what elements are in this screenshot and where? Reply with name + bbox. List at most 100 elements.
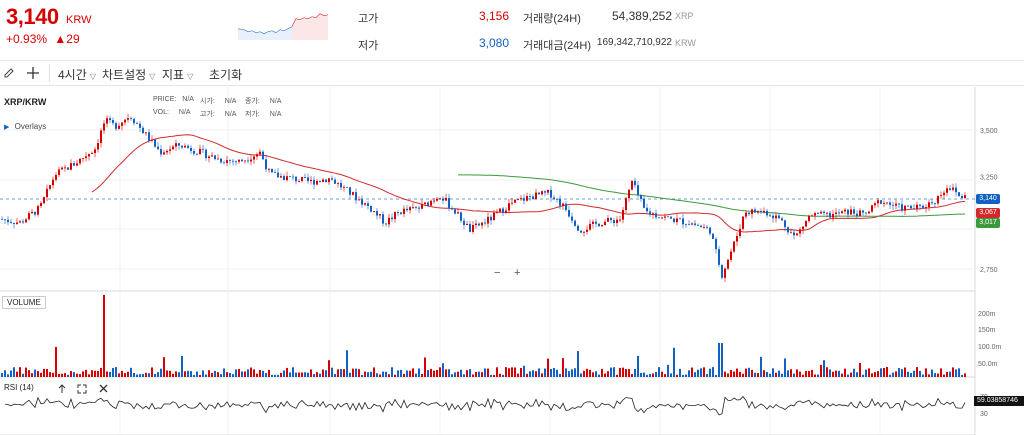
- candle-body: [13, 222, 15, 224]
- volume-bar: [910, 373, 912, 377]
- volume-bar: [193, 374, 195, 377]
- volume-bar: [217, 372, 219, 377]
- candle-body: [421, 204, 423, 209]
- candle-body: [448, 197, 450, 209]
- zoom-in-button[interactable]: +: [514, 267, 521, 279]
- volume-bar: [526, 373, 528, 377]
- volume-bar: [169, 370, 171, 377]
- candle-body: [373, 211, 375, 212]
- candle-body: [298, 181, 300, 182]
- candle-body: [424, 202, 426, 205]
- interval-dropdown[interactable]: 4시간 ▽: [58, 66, 96, 83]
- candle-body: [400, 212, 402, 214]
- high-value: 3,156: [478, 9, 509, 23]
- volume-bar: [604, 373, 606, 377]
- candle-body: [691, 223, 693, 225]
- candle-body: [352, 192, 354, 195]
- volume-tick-label: 100.0m: [978, 344, 1002, 351]
- volume-bar: [328, 360, 330, 377]
- candle-body: [952, 187, 954, 190]
- candle-body: [961, 196, 963, 199]
- volume-bar: [205, 374, 207, 377]
- candle-body: [175, 143, 177, 147]
- candle-body: [19, 221, 21, 223]
- candle-body: [601, 225, 603, 227]
- candle-body: [166, 150, 168, 153]
- volume-bar: [214, 371, 216, 377]
- crosshair-icon[interactable]: [26, 66, 40, 80]
- candle-body: [598, 223, 600, 227]
- reset-button[interactable]: 초기화: [209, 68, 243, 82]
- candle-body: [742, 216, 744, 229]
- candle-body: [286, 176, 288, 181]
- volume-bar: [64, 373, 66, 377]
- expand-icon[interactable]: [77, 384, 87, 394]
- volume-bar: [382, 371, 384, 377]
- volume-bar: [943, 374, 945, 377]
- chart-settings-dropdown[interactable]: 차트설정 ▽: [102, 66, 155, 83]
- candle-body: [445, 197, 447, 201]
- overlays-toggle[interactable]: ▶ Overlays: [4, 122, 46, 131]
- volume-bar: [829, 369, 831, 377]
- candle-body: [382, 214, 384, 224]
- candle-body: [790, 232, 792, 234]
- candle-body: [658, 217, 660, 219]
- info-open-label: 시가:: [200, 98, 215, 105]
- volume-bar: [265, 373, 267, 377]
- candle-body: [250, 159, 252, 162]
- volume-bar: [163, 357, 165, 377]
- volume-bar: [754, 372, 756, 377]
- candle-body: [649, 211, 651, 215]
- volume-bar: [61, 373, 63, 377]
- pencil-icon[interactable]: [3, 67, 15, 79]
- candle-body: [940, 195, 942, 196]
- candle-body: [115, 123, 117, 129]
- candle-body: [775, 215, 777, 219]
- candle-body: [103, 123, 105, 131]
- volume-bar: [409, 370, 411, 377]
- volume-bar: [16, 371, 18, 377]
- volume-bar: [322, 369, 324, 377]
- candle-body: [772, 215, 774, 219]
- volume-bar: [400, 369, 402, 377]
- candle-body: [814, 213, 816, 216]
- volume-bar: [22, 373, 24, 377]
- candle-body: [106, 118, 108, 124]
- candle-body: [151, 139, 153, 141]
- candle-body: [751, 209, 753, 215]
- volume-bar: [658, 367, 660, 377]
- candle-body: [844, 209, 846, 212]
- candle-body: [502, 208, 504, 213]
- low-value: 3,080: [478, 36, 509, 50]
- candle-body: [124, 119, 126, 123]
- volume-bar: [244, 371, 246, 377]
- volume-bar: [937, 373, 939, 377]
- volume-bar: [493, 374, 495, 377]
- volume-bar: [640, 372, 642, 377]
- volume-bar: [337, 369, 339, 377]
- candle-body: [10, 222, 12, 223]
- candle-body: [436, 198, 438, 201]
- arrow-up-icon[interactable]: [58, 384, 66, 394]
- volume-bar: [865, 369, 867, 377]
- candle-body: [58, 169, 60, 175]
- candle-body: [274, 172, 276, 174]
- volume-bar: [433, 370, 435, 377]
- volume-bar: [346, 350, 348, 377]
- zoom-out-button[interactable]: −: [494, 267, 501, 279]
- volume-bar: [274, 374, 276, 377]
- candle-body: [454, 209, 456, 214]
- volume-bar: [424, 357, 426, 377]
- indicators-dropdown[interactable]: 지표 ▽: [162, 66, 193, 83]
- volume-bar: [955, 369, 957, 377]
- candle-body: [76, 163, 78, 166]
- volume-bar: [478, 371, 480, 377]
- candle-body: [25, 219, 27, 223]
- volume-bar: [334, 374, 336, 377]
- close-icon[interactable]: [99, 384, 108, 393]
- volume-bar: [376, 373, 378, 377]
- candle-body: [718, 249, 720, 265]
- volume-bar: [49, 372, 51, 377]
- candle-body: [109, 118, 111, 121]
